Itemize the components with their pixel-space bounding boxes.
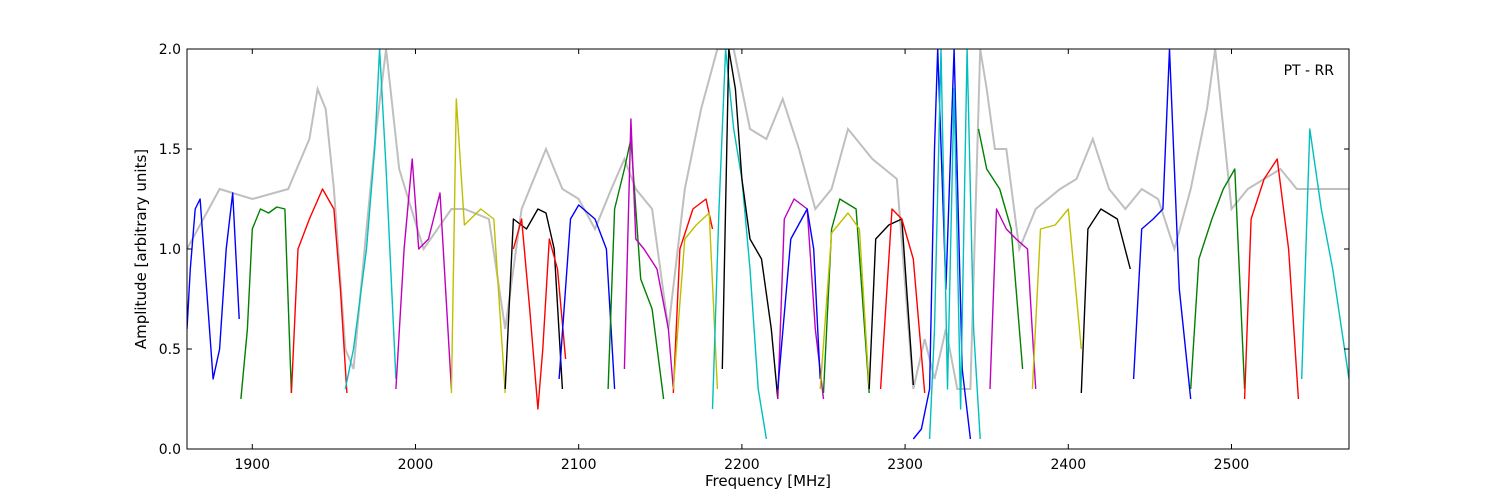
series-line-2: [240, 206, 293, 400]
series-line-29: [1190, 168, 1246, 390]
series-line-19: [819, 212, 870, 390]
series-line-7: [504, 208, 564, 390]
y-axis-label: Amplitude [arbitrary units]: [132, 149, 150, 349]
x-tick-label: 2000: [398, 457, 434, 473]
series-line-28: [1132, 49, 1192, 400]
y-tick-label: 2.0: [159, 42, 181, 58]
x-tick-label: 2300: [887, 457, 923, 473]
series-layer: [187, 49, 1349, 440]
series-line-31: [1301, 128, 1349, 380]
series-line-11: [623, 118, 674, 390]
series-line-14: [711, 49, 768, 440]
series-line-3: [290, 188, 348, 394]
series-line-6: [450, 98, 506, 394]
series-line-25: [989, 208, 1037, 390]
series-line-8: [512, 218, 567, 410]
series-line-4: [344, 49, 397, 390]
series-line-1: [187, 192, 240, 380]
x-axis-label: Frequency [MHz]: [705, 472, 831, 490]
ticks-layer: 1900 2000 2100 2200 2300 2400 2500 0.0 0.5 1.0 1.5…: [159, 42, 1349, 473]
background-trace-line: [187, 49, 1349, 390]
series-line-9: [558, 204, 616, 390]
series-line-5: [395, 158, 453, 390]
series-line-27: [1080, 208, 1131, 394]
x-tick-label: 2500: [1214, 457, 1250, 473]
background-trace-layer: [187, 49, 1349, 390]
series-line-20: [868, 218, 914, 390]
x-tick-label: 2400: [1050, 457, 1086, 473]
x-tick-label: 2200: [724, 457, 760, 473]
series-line-12: [672, 198, 714, 394]
series-line-21: [879, 208, 926, 394]
panel-annotation: PT - RR: [1284, 63, 1335, 79]
x-tick-label: 1900: [234, 457, 270, 473]
y-tick-label: 1.5: [159, 142, 181, 158]
series-line-18: [822, 198, 870, 394]
series-line-15: [721, 49, 779, 400]
series-line-26: [1031, 208, 1082, 390]
series-line-17: [777, 208, 821, 390]
series-line-13: [672, 212, 719, 390]
y-tick-label: 1.0: [159, 242, 181, 258]
series-line-22: [912, 49, 972, 440]
y-tick-label: 0.0: [159, 442, 181, 458]
series-line-23: [928, 49, 981, 440]
series-line-16: [777, 198, 825, 400]
series-line-24: [977, 128, 1024, 370]
x-tick-label: 2100: [561, 457, 597, 473]
series-line-30: [1243, 158, 1300, 400]
y-tick-label: 0.5: [159, 342, 181, 358]
